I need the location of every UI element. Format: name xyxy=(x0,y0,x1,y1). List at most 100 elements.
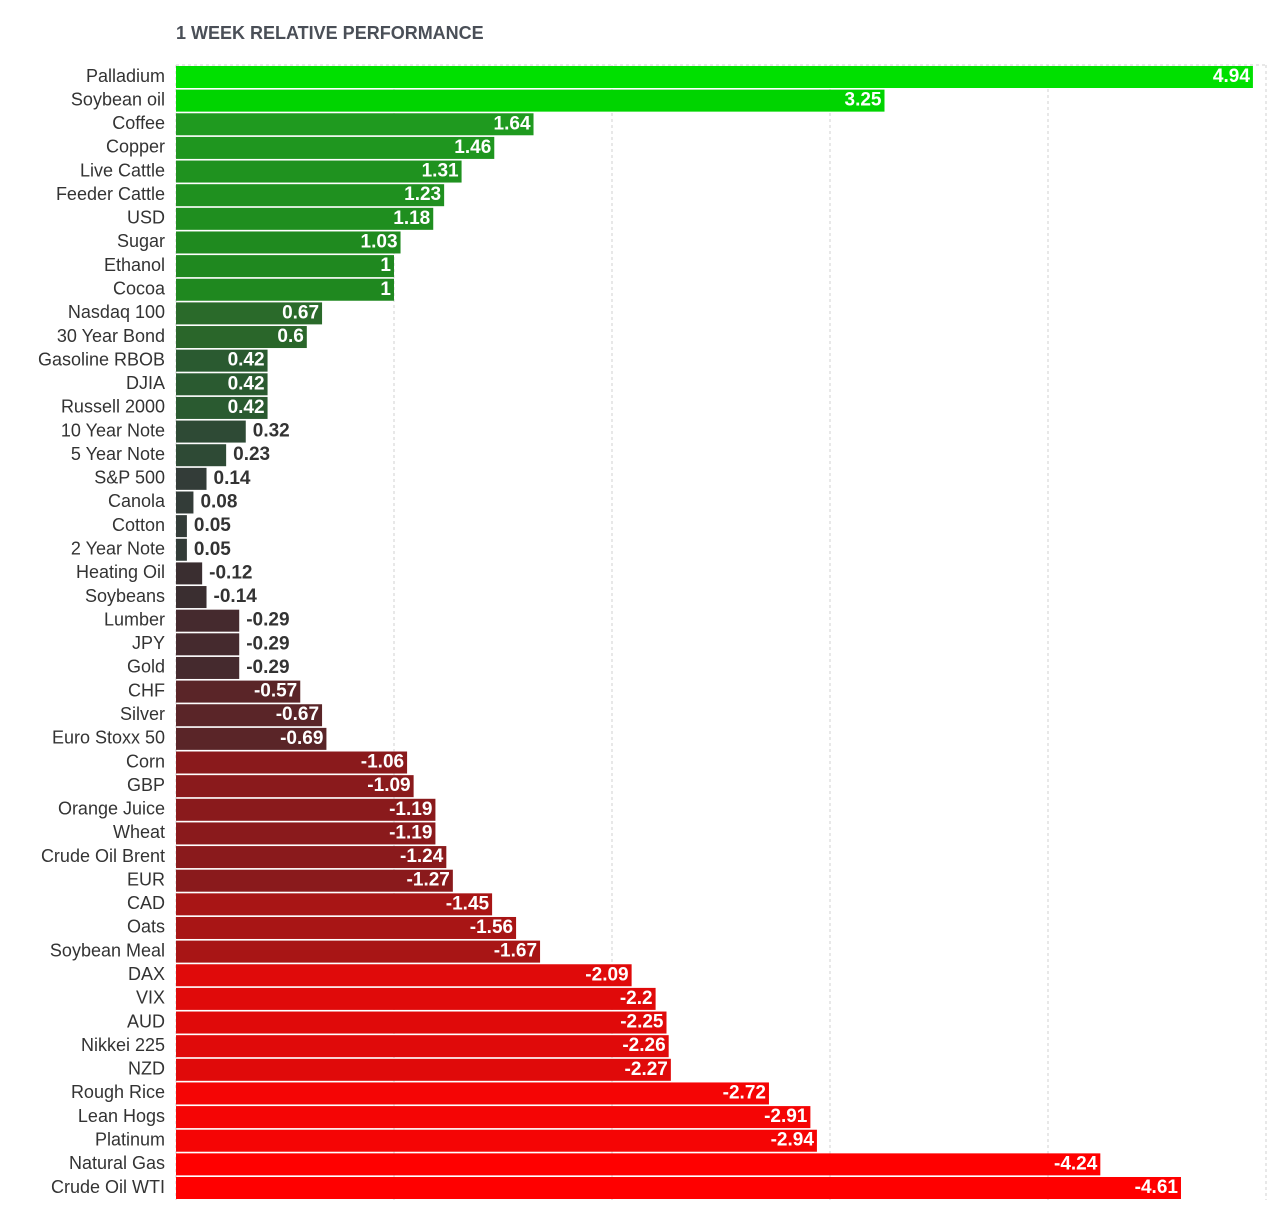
category-label: Orange Juice xyxy=(58,799,165,819)
value-label: -1.19 xyxy=(389,799,432,820)
bar xyxy=(176,302,323,325)
chart-title: 1 WEEK RELATIVE PERFORMANCE xyxy=(176,23,484,43)
category-label: Gold xyxy=(127,657,165,677)
category-label: GBP xyxy=(127,775,165,795)
category-label: VIX xyxy=(136,988,165,1008)
value-label: -4.61 xyxy=(1135,1177,1179,1198)
bar xyxy=(176,467,207,490)
category-label: Russell 2000 xyxy=(61,397,165,417)
category-label: Copper xyxy=(106,137,165,157)
bar xyxy=(176,893,493,916)
category-label: Corn xyxy=(126,751,165,771)
category-label: 2 Year Note xyxy=(71,539,165,559)
value-label: -0.29 xyxy=(246,657,289,678)
bar xyxy=(176,89,885,112)
value-label: 0.05 xyxy=(194,539,231,560)
value-label: 0.08 xyxy=(200,492,237,513)
value-label: 0.6 xyxy=(277,326,303,347)
bar xyxy=(176,231,401,254)
category-label: AUD xyxy=(127,1011,165,1031)
category-label: DAX xyxy=(128,964,165,984)
bar xyxy=(176,1011,667,1034)
value-label: -0.57 xyxy=(254,681,297,702)
value-label: -1.19 xyxy=(389,822,432,843)
category-label: Gasoline RBOB xyxy=(38,349,165,369)
value-label: 1.46 xyxy=(454,137,491,158)
bar xyxy=(176,326,307,349)
value-label: -2.25 xyxy=(620,1012,664,1033)
bar xyxy=(176,66,1253,88)
category-label: Heating Oil xyxy=(76,562,165,582)
category-label: Canola xyxy=(108,491,166,511)
category-label: NZD xyxy=(128,1059,165,1079)
value-label: 1.64 xyxy=(494,113,531,134)
category-label: USD xyxy=(127,208,165,228)
category-label: Crude Oil WTI xyxy=(51,1177,165,1197)
value-label: 0.42 xyxy=(228,397,265,418)
category-label: Sugar xyxy=(117,231,165,251)
value-label: 1.23 xyxy=(404,184,441,205)
bar xyxy=(176,964,632,987)
value-label: -2.26 xyxy=(622,1035,665,1056)
value-label: 0.67 xyxy=(282,302,319,323)
value-label: 4.94 xyxy=(1213,66,1250,87)
value-label: -1.56 xyxy=(470,917,513,938)
bar xyxy=(176,751,408,774)
category-label: CHF xyxy=(128,680,165,700)
value-label: 1 xyxy=(380,255,391,276)
bar xyxy=(176,373,268,396)
value-label: 0.42 xyxy=(228,350,265,371)
value-label: -0.67 xyxy=(276,704,319,725)
category-label: Live Cattle xyxy=(80,160,165,180)
category-label: 30 Year Bond xyxy=(57,326,165,346)
bar xyxy=(176,184,445,207)
value-label: -0.14 xyxy=(214,586,258,607)
value-label: -2.09 xyxy=(585,964,628,985)
value-label: 0.23 xyxy=(233,444,270,465)
value-label: 0.42 xyxy=(228,373,265,394)
value-label: 0.05 xyxy=(194,515,231,536)
bar xyxy=(176,586,207,609)
bar xyxy=(176,633,240,656)
bar xyxy=(176,136,495,159)
bar xyxy=(176,349,268,372)
value-label: -4.24 xyxy=(1054,1153,1098,1174)
bar xyxy=(176,396,268,419)
bar xyxy=(176,775,414,798)
category-label: S&P 500 xyxy=(94,468,165,488)
value-label: 1.18 xyxy=(393,208,430,229)
bar xyxy=(176,1082,769,1105)
value-label: 1.03 xyxy=(361,231,398,252)
category-label: Feeder Cattle xyxy=(56,184,165,204)
bar xyxy=(176,444,227,467)
category-label: Cocoa xyxy=(113,278,166,298)
category-label: Nikkei 225 xyxy=(81,1035,165,1055)
bar xyxy=(176,846,447,869)
category-label: Natural Gas xyxy=(69,1153,165,1173)
bar xyxy=(176,255,394,278)
value-label: -1.24 xyxy=(400,846,444,867)
bar xyxy=(176,1106,811,1129)
bar xyxy=(176,278,394,301)
category-label: Wheat xyxy=(113,822,165,842)
bar xyxy=(176,869,453,892)
bar xyxy=(176,160,462,183)
category-label: JPY xyxy=(132,633,165,653)
value-label: -1.09 xyxy=(367,775,410,796)
bar xyxy=(176,822,436,845)
bar xyxy=(176,538,187,561)
category-label: Cotton xyxy=(112,515,165,535)
bar xyxy=(176,704,323,727)
category-label: Platinum xyxy=(95,1129,165,1149)
value-label: 1 xyxy=(380,279,391,300)
bar xyxy=(176,1058,671,1081)
category-label: Rough Rice xyxy=(71,1082,165,1102)
category-label: Soybeans xyxy=(85,586,165,606)
category-label: 5 Year Note xyxy=(71,444,165,464)
category-label: Coffee xyxy=(112,113,165,133)
value-label: -2.2 xyxy=(620,988,653,1009)
category-label: Nasdaq 100 xyxy=(68,302,165,322)
bar xyxy=(176,1129,817,1152)
value-label: -2.72 xyxy=(723,1082,766,1103)
